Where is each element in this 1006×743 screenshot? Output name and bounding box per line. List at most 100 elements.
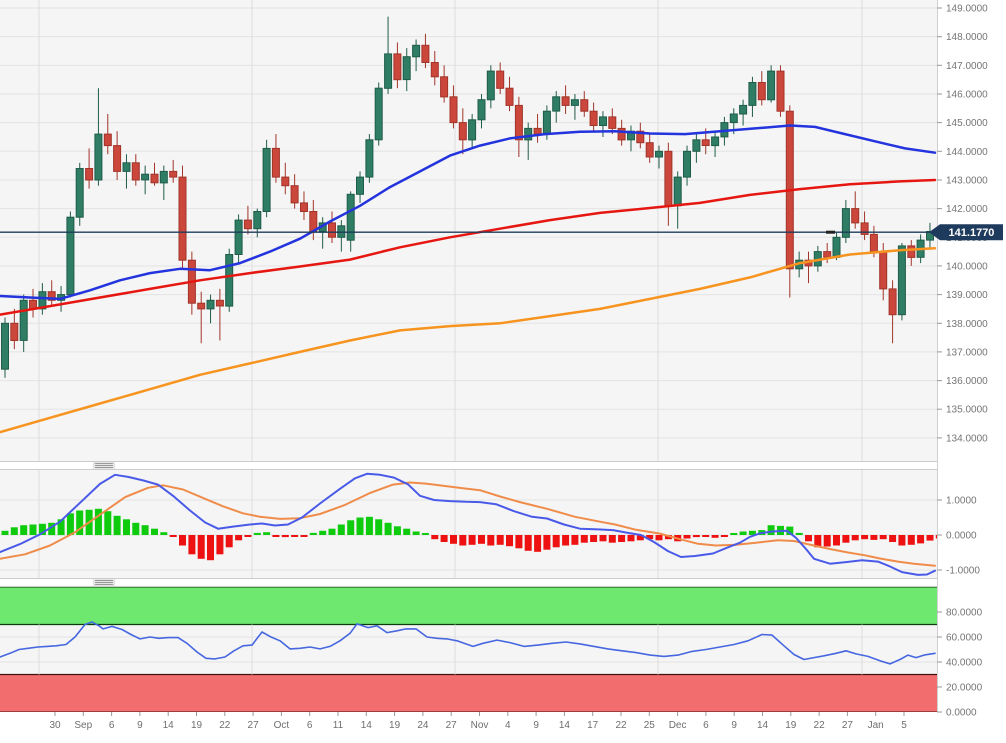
axis-tick-label: 0.0000 (946, 531, 977, 542)
axis-tick-label: 148.0000 (946, 32, 988, 43)
axis-tick-label: 147.0000 (946, 61, 988, 72)
macd-hist-bar-up (132, 522, 140, 536)
candle-down (215, 299, 224, 307)
macd-hist-bar-up (1, 530, 9, 535)
macd-hist-bar-down (534, 535, 542, 552)
macd-hist-bar-up (104, 511, 112, 535)
macd-panel-background[interactable] (0, 470, 937, 580)
candle-up (122, 162, 131, 172)
date-label: 14 (559, 720, 571, 731)
macd-hist-bar-down (524, 535, 532, 551)
macd-hist-bar-down (562, 535, 570, 546)
axis-tick-label: -1.0000 (946, 566, 980, 577)
candle-up (767, 70, 776, 101)
candle-down (851, 208, 860, 224)
candle-up (524, 127, 533, 141)
candle-up (711, 136, 720, 147)
macd-histogram (1, 508, 943, 561)
candle-down (393, 53, 402, 81)
macd-hist-bar-up (384, 522, 392, 536)
axis-tick-label: 149.0000 (946, 4, 988, 15)
ma-red-line (0, 178, 937, 316)
candle-down (281, 176, 290, 187)
date-label: Dec (669, 720, 687, 731)
separator-bar[interactable] (0, 461, 1006, 470)
candle-down (290, 185, 299, 204)
axis-tick-label: 60.0000 (946, 633, 983, 644)
macd-hist-bar-up (160, 532, 168, 535)
macd-hist-bar-down (431, 535, 439, 540)
candle-up (346, 193, 355, 241)
axis-tick-label: 142.0000 (946, 204, 988, 215)
date-axis[interactable]: 30 Sep 6 9 14 19 22 27 Oct 6 11 14 19 24 27 Nov 4 9 14 17 22… (0, 712, 937, 743)
candle-down (879, 251, 888, 290)
date-label: 27 (446, 720, 458, 731)
panel-separator-1[interactable] (0, 461, 1006, 470)
date-label: Jan (868, 720, 884, 731)
candle-down (823, 251, 832, 258)
date-label: 24 (417, 720, 429, 731)
axis-tick-label: 0.0000 (946, 708, 977, 719)
candle-up (692, 139, 701, 152)
macd-hist-bar-down (571, 535, 579, 545)
macd-hist-bar-up (113, 515, 121, 536)
macd-hist-bar-up (328, 528, 336, 535)
candle-down (664, 150, 673, 207)
macd-hist-bar-up (66, 513, 74, 535)
macd-hist-bar-up (38, 523, 46, 535)
candle-down (150, 173, 159, 184)
candle-up (542, 110, 551, 135)
macd-hist-bar-down (235, 535, 243, 541)
macd-hist-bar-down (805, 535, 812, 542)
candle-down (617, 127, 626, 141)
separator-bar[interactable] (0, 578, 1006, 587)
candle-down (113, 145, 122, 172)
rsi-line (0, 621, 936, 665)
axis-tick-label: 143.0000 (946, 176, 988, 187)
macd-hist-bar-down (926, 535, 934, 541)
panel-separator-2[interactable] (0, 578, 1006, 587)
macd-hist-bar-down (851, 535, 859, 541)
candle-down (449, 96, 458, 124)
axis-tick-label: 145.0000 (946, 118, 988, 129)
candle-up (75, 168, 84, 218)
candle-down (328, 222, 336, 238)
axis-tick-label: 140.0000 (946, 261, 988, 272)
macd-hist-bar-down (823, 535, 831, 547)
macd-hist-bar-down (608, 535, 616, 543)
macd-hist-bar-down (879, 535, 887, 540)
macd-hist-bar-down (281, 535, 289, 538)
macd-hist-bar-down (636, 535, 644, 541)
date-label: 9 (533, 720, 539, 731)
date-axis-background[interactable] (0, 712, 937, 743)
macd-hist-bar-down (720, 535, 728, 537)
candle-up (683, 150, 691, 178)
price-axis[interactable]: 149.0000 148.0000 147.0000 146.0000 145.0000… (937, 0, 1006, 743)
candle-down (907, 245, 916, 258)
candle-up (486, 70, 495, 101)
ma-orange-line (0, 246, 937, 434)
candle-up (552, 96, 561, 112)
candle-down (860, 222, 869, 235)
macd-hist-bar-down (450, 535, 457, 544)
macd-hist-bar-down (440, 535, 448, 542)
macd-hist-bar-down (907, 535, 915, 545)
candle-up (253, 211, 262, 230)
candle-up (729, 113, 738, 124)
macd-panel[interactable] (0, 470, 937, 580)
macd-hist-bar-up (253, 532, 261, 535)
macd-hist-bar-up (767, 525, 775, 535)
macd-hist-bar-down (664, 535, 672, 540)
macd-hist-bar-up (57, 519, 65, 536)
macd-hist-bar-down (627, 535, 635, 542)
macd-hist-bar-up (365, 516, 373, 535)
macd-hist-bar-down (487, 535, 495, 546)
macd-hist-bar-down (552, 535, 560, 548)
candle-up (374, 87, 383, 141)
macd-hist-bar-down (244, 535, 252, 537)
macd-hist-bar-up (412, 531, 420, 535)
price-axis-background[interactable] (937, 0, 1006, 743)
rsi-panel[interactable] (0, 586, 937, 713)
